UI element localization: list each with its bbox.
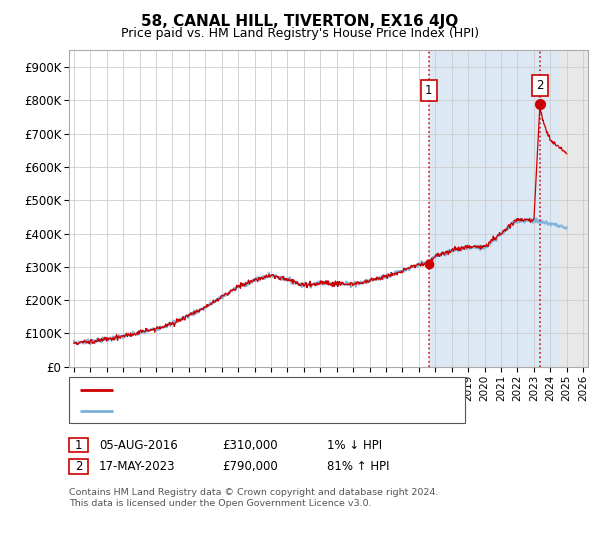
Text: £310,000: £310,000	[222, 438, 278, 452]
Text: 81% ↑ HPI: 81% ↑ HPI	[327, 460, 389, 473]
Text: 05-AUG-2016: 05-AUG-2016	[99, 438, 178, 452]
Text: 58, CANAL HILL, TIVERTON, EX16 4JQ: 58, CANAL HILL, TIVERTON, EX16 4JQ	[142, 14, 458, 29]
Text: 1: 1	[425, 84, 433, 97]
Text: Price paid vs. HM Land Registry's House Price Index (HPI): Price paid vs. HM Land Registry's House …	[121, 27, 479, 40]
Bar	[560, 50, 588, 367]
Text: HPI: Average price, detached house, Mid Devon: HPI: Average price, detached house, Mid …	[120, 407, 386, 416]
Bar	[428, 50, 560, 367]
Text: 17-MAY-2023: 17-MAY-2023	[99, 460, 176, 473]
Text: 2: 2	[75, 460, 82, 473]
Text: 1% ↓ HPI: 1% ↓ HPI	[327, 438, 382, 452]
Bar	[560, 50, 588, 367]
Text: 1: 1	[75, 438, 82, 452]
Text: £790,000: £790,000	[222, 460, 278, 473]
Text: 2: 2	[536, 79, 544, 92]
Text: Contains HM Land Registry data © Crown copyright and database right 2024.
This d: Contains HM Land Registry data © Crown c…	[69, 488, 439, 508]
Text: 58, CANAL HILL, TIVERTON, EX16 4JQ (detached house): 58, CANAL HILL, TIVERTON, EX16 4JQ (deta…	[120, 385, 429, 395]
